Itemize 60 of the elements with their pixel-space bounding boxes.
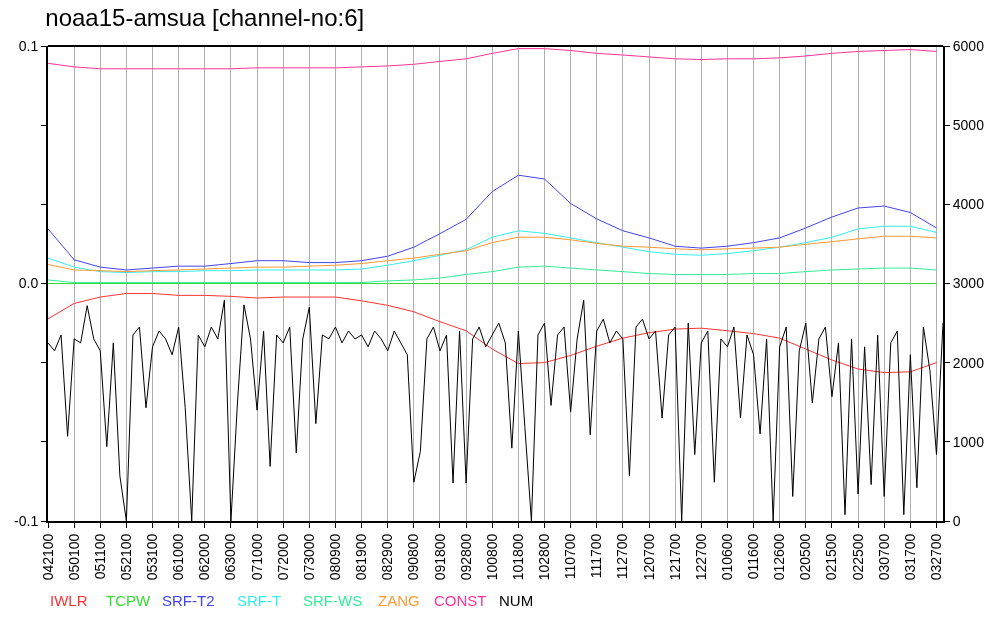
x-tick-label: 050100 bbox=[65, 533, 82, 581]
x-tick-label: 071000 bbox=[248, 533, 265, 581]
x-tick-label: 100800 bbox=[483, 533, 500, 581]
line-series bbox=[48, 235, 937, 273]
y-tick-label: 0.1 bbox=[18, 37, 39, 54]
x-tick-label: 052100 bbox=[117, 533, 134, 581]
text: SRF-T2 bbox=[162, 592, 215, 609]
line-series bbox=[48, 292, 937, 374]
y-tick-label: -0.1 bbox=[14, 512, 39, 529]
x-tick-label: 122700 bbox=[692, 533, 709, 581]
text: ZANG bbox=[378, 592, 420, 609]
x-tick-label: 090800 bbox=[405, 533, 422, 581]
y2-tick-label: 1000 bbox=[952, 433, 985, 450]
text: CONST bbox=[434, 592, 487, 609]
chart-title: noaa15-amsua [channel-no:6] bbox=[45, 4, 365, 32]
y2-tick-label: 2000 bbox=[952, 354, 985, 371]
x-tick-label: 021500 bbox=[823, 533, 840, 581]
x-tick-label: 051100 bbox=[91, 533, 108, 580]
y2-tick-label: 4000 bbox=[952, 196, 985, 213]
x-tick-label: 112700 bbox=[614, 533, 631, 580]
x-tick-label: 032700 bbox=[928, 533, 945, 581]
x-tick-label: 072000 bbox=[274, 533, 291, 581]
y2-tick-label: 5000 bbox=[952, 117, 985, 134]
x-tick-label: 110700 bbox=[562, 533, 579, 580]
x-tick-label: 010600 bbox=[718, 533, 735, 581]
x-tick-label: 121700 bbox=[666, 533, 683, 581]
y-tick-label: 0.0 bbox=[18, 275, 39, 292]
x-tick-label: 080900 bbox=[327, 533, 343, 581]
x-tick-label: 022500 bbox=[849, 533, 866, 581]
x-tick-label: 073000 bbox=[300, 533, 317, 581]
x-tick-label: 031700 bbox=[901, 533, 918, 581]
text: NUM bbox=[499, 592, 534, 609]
x-tick-label: 053100 bbox=[144, 533, 161, 581]
x-tick-label: 063000 bbox=[222, 533, 239, 581]
text: TCPW bbox=[106, 592, 151, 609]
y2-tick-label: 0 bbox=[952, 512, 961, 529]
line-series bbox=[48, 265, 937, 284]
x-tick-label: 020500 bbox=[797, 533, 814, 581]
x-tick-label: 101800 bbox=[509, 533, 526, 581]
x-tick-label: 091800 bbox=[431, 533, 448, 581]
x-tick-label: 062000 bbox=[196, 533, 213, 581]
text: IWLR bbox=[50, 592, 88, 609]
y2-tick-label: 3000 bbox=[952, 275, 985, 292]
x-tick-label: 082900 bbox=[379, 533, 396, 581]
x-tick-label: 061000 bbox=[170, 533, 187, 581]
x-tick-label: 012600 bbox=[771, 533, 788, 581]
line-series bbox=[48, 48, 937, 70]
x-tick-label: 111700 bbox=[588, 533, 605, 579]
x-tick-label: 042100 bbox=[39, 533, 56, 581]
x-tick-label: 081900 bbox=[353, 533, 370, 581]
x-tick-label: 102800 bbox=[536, 533, 553, 581]
text: SRF-T bbox=[237, 592, 282, 609]
text: SRF-WS bbox=[303, 592, 363, 609]
line-series bbox=[48, 174, 937, 271]
x-tick-label: 120700 bbox=[640, 533, 657, 581]
x-tick-label: 092800 bbox=[457, 533, 474, 581]
y2-tick-label: 6000 bbox=[952, 37, 985, 54]
line-series bbox=[48, 225, 937, 274]
x-tick-label: 011600 bbox=[745, 533, 762, 580]
x-tick-label: 030700 bbox=[875, 533, 892, 581]
